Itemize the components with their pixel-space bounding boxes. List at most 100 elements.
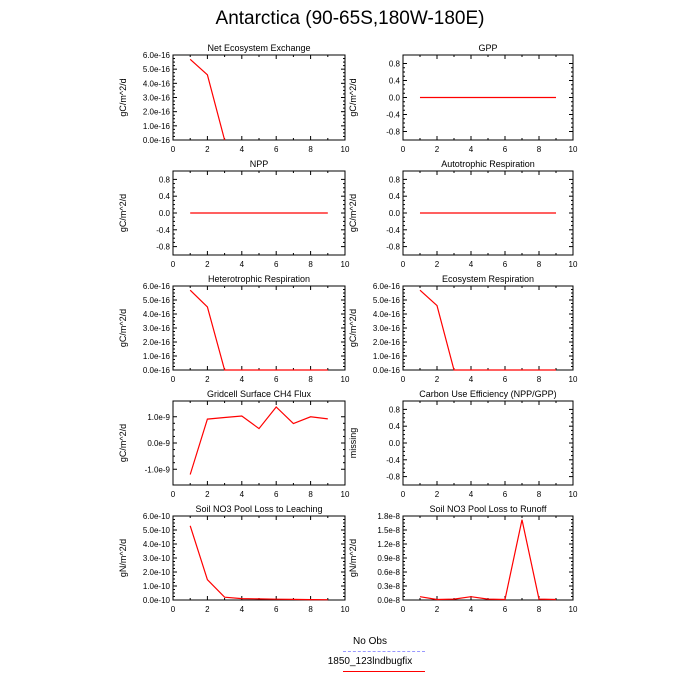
y-tick-label: 6.0e-16 xyxy=(143,282,171,291)
x-tick-label: 6 xyxy=(503,490,508,499)
x-tick-label: 8 xyxy=(537,490,542,499)
x-tick-label: 6 xyxy=(503,375,508,384)
y-axis-label: gC/m^2/d xyxy=(348,194,358,232)
x-tick-label: 2 xyxy=(435,490,440,499)
x-tick-label: 8 xyxy=(308,375,313,384)
panel-title: Net Ecosystem Exchange xyxy=(207,43,310,53)
panel-carbon-use-efficiency-npp-gpp: Carbon Use Efficiency (NPP/GPP) 0 2 4 6 8 10 0.… xyxy=(348,389,578,499)
y-tick-label: -0.8 xyxy=(386,473,400,482)
series-line xyxy=(189,525,328,601)
x-tick-label: 8 xyxy=(537,375,542,384)
y-tick-label: 5.0e-16 xyxy=(143,65,171,74)
y-axis-label: gC/m^2/d xyxy=(118,194,128,232)
panel-ecosystem-respiration: Ecosystem Respiration 0 2 4 6 8 10 0.0e-16 1.0e-… xyxy=(348,274,578,384)
y-tick-label: 6.0e-16 xyxy=(143,51,171,60)
y-tick-label: 0.4 xyxy=(389,192,401,201)
y-tick-label: 0.8 xyxy=(389,175,401,184)
x-tick-label: 0 xyxy=(401,145,406,154)
x-tick-label: 8 xyxy=(537,605,542,614)
x-tick-label: 10 xyxy=(569,375,578,384)
y-tick-label: 0.0e-16 xyxy=(373,366,401,375)
y-tick-label: 0.4 xyxy=(159,192,171,201)
x-tick-label: 10 xyxy=(341,145,350,154)
x-tick-label: 4 xyxy=(240,490,245,499)
panel-title: GPP xyxy=(478,43,497,53)
y-tick-label: -1.0e-9 xyxy=(145,465,171,474)
series-line xyxy=(419,289,556,371)
y-axis-label: gC/m^2/d xyxy=(118,424,128,462)
y-tick-label: 1.8e-8 xyxy=(377,512,400,521)
y-axis-label: missing xyxy=(348,428,358,459)
y-tick-label: 0.4 xyxy=(389,77,401,86)
y-tick-label: 0.4 xyxy=(389,422,401,431)
x-tick-label: 4 xyxy=(469,145,474,154)
x-tick-label: 2 xyxy=(435,145,440,154)
x-tick-label: 2 xyxy=(435,375,440,384)
y-tick-label: 1.2e-8 xyxy=(377,540,400,549)
x-tick-label: 10 xyxy=(341,605,350,614)
legend-label-no-obs: No Obs xyxy=(353,636,387,647)
panel-title: Carbon Use Efficiency (NPP/GPP) xyxy=(419,389,556,399)
plot-frame xyxy=(402,400,574,486)
x-tick-label: 0 xyxy=(171,605,176,614)
y-tick-label: -0.8 xyxy=(386,243,400,252)
plot-frame xyxy=(402,515,574,601)
series-line xyxy=(419,519,557,601)
plot-frame xyxy=(172,400,346,486)
y-tick-label: 1.0e-10 xyxy=(143,582,171,591)
y-tick-label: -0.4 xyxy=(156,226,170,235)
x-tick-label: 6 xyxy=(274,605,279,614)
y-tick-label: 3.0e-16 xyxy=(143,94,171,103)
y-tick-label: -0.4 xyxy=(386,456,400,465)
panel-autotrophic-respiration: Autotrophic Respiration 0 2 4 6 8 10 0.8 0.4 0.0 -… xyxy=(348,159,578,269)
x-tick-label: 10 xyxy=(569,490,578,499)
y-tick-label: 0.0 xyxy=(389,94,401,103)
y-tick-label: 0.6e-8 xyxy=(377,568,400,577)
y-tick-label: 1.5e-8 xyxy=(377,526,400,535)
panel-net-ecosystem-exchange: Net Ecosystem Exchange 0 2 4 6 8 10 0.0e-16 1.0e… xyxy=(118,43,350,154)
x-tick-label: 2 xyxy=(205,490,210,499)
y-axis-label: gN/m^2/d xyxy=(118,539,128,577)
x-tick-label: 2 xyxy=(205,145,210,154)
panel-title: Ecosystem Respiration xyxy=(442,274,534,284)
x-tick-label: 4 xyxy=(240,145,245,154)
y-tick-label: 6.0e-10 xyxy=(143,512,171,521)
panel-gpp: GPP 0 2 4 6 8 10 0.8 0.4 0.0 -0.4 -0.8 gC/m^2/d xyxy=(348,43,578,154)
y-axis-label: gC/m^2/d xyxy=(118,309,128,347)
panel-soil-no3-pool-loss-to-leaching: Soil NO3 Pool Loss to Leaching 0 2 4 6 8 10 0.0… xyxy=(118,504,350,614)
y-tick-label: 4.0e-16 xyxy=(373,310,401,319)
x-tick-label: 4 xyxy=(240,260,245,269)
y-tick-label: 2.0e-16 xyxy=(373,338,401,347)
y-tick-label: 0.0 xyxy=(389,209,401,218)
y-tick-label: 1.0e-16 xyxy=(143,122,171,131)
x-tick-label: 2 xyxy=(205,375,210,384)
y-tick-label: -0.4 xyxy=(386,111,400,120)
y-tick-label: 0.3e-8 xyxy=(377,582,400,591)
x-tick-label: 2 xyxy=(205,260,210,269)
panel-title: NPP xyxy=(250,159,269,169)
x-tick-label: 10 xyxy=(341,375,350,384)
x-tick-label: 0 xyxy=(171,375,176,384)
y-tick-label: 0.0e-8 xyxy=(377,596,400,605)
x-tick-label: 10 xyxy=(569,605,578,614)
y-tick-label: 6.0e-16 xyxy=(373,282,401,291)
panel-gridcell-surface-ch4-flux: Gridcell Surface CH4 Flux 0 2 4 6 8 10 1.0e-9 0.… xyxy=(118,389,350,499)
x-tick-label: 8 xyxy=(308,145,313,154)
y-axis-label: gC/m^2/d xyxy=(348,309,358,347)
y-tick-label: 3.0e-16 xyxy=(373,324,401,333)
x-tick-label: 10 xyxy=(341,260,350,269)
x-tick-label: 4 xyxy=(240,605,245,614)
y-tick-label: 3.0e-10 xyxy=(143,554,171,563)
x-tick-label: 2 xyxy=(435,260,440,269)
y-tick-label: 3.0e-16 xyxy=(143,324,171,333)
y-tick-label: 4.0e-16 xyxy=(143,79,171,88)
figure-title: Antarctica (90-65S,180W-180E) xyxy=(215,8,485,29)
y-tick-label: 4.0e-16 xyxy=(143,310,171,319)
y-tick-label: 0.0e-9 xyxy=(147,439,170,448)
x-tick-label: 10 xyxy=(341,490,350,499)
x-tick-label: 6 xyxy=(503,260,508,269)
x-tick-label: 4 xyxy=(469,605,474,614)
y-tick-label: 1.0e-9 xyxy=(147,413,170,422)
x-tick-label: 0 xyxy=(401,490,406,499)
